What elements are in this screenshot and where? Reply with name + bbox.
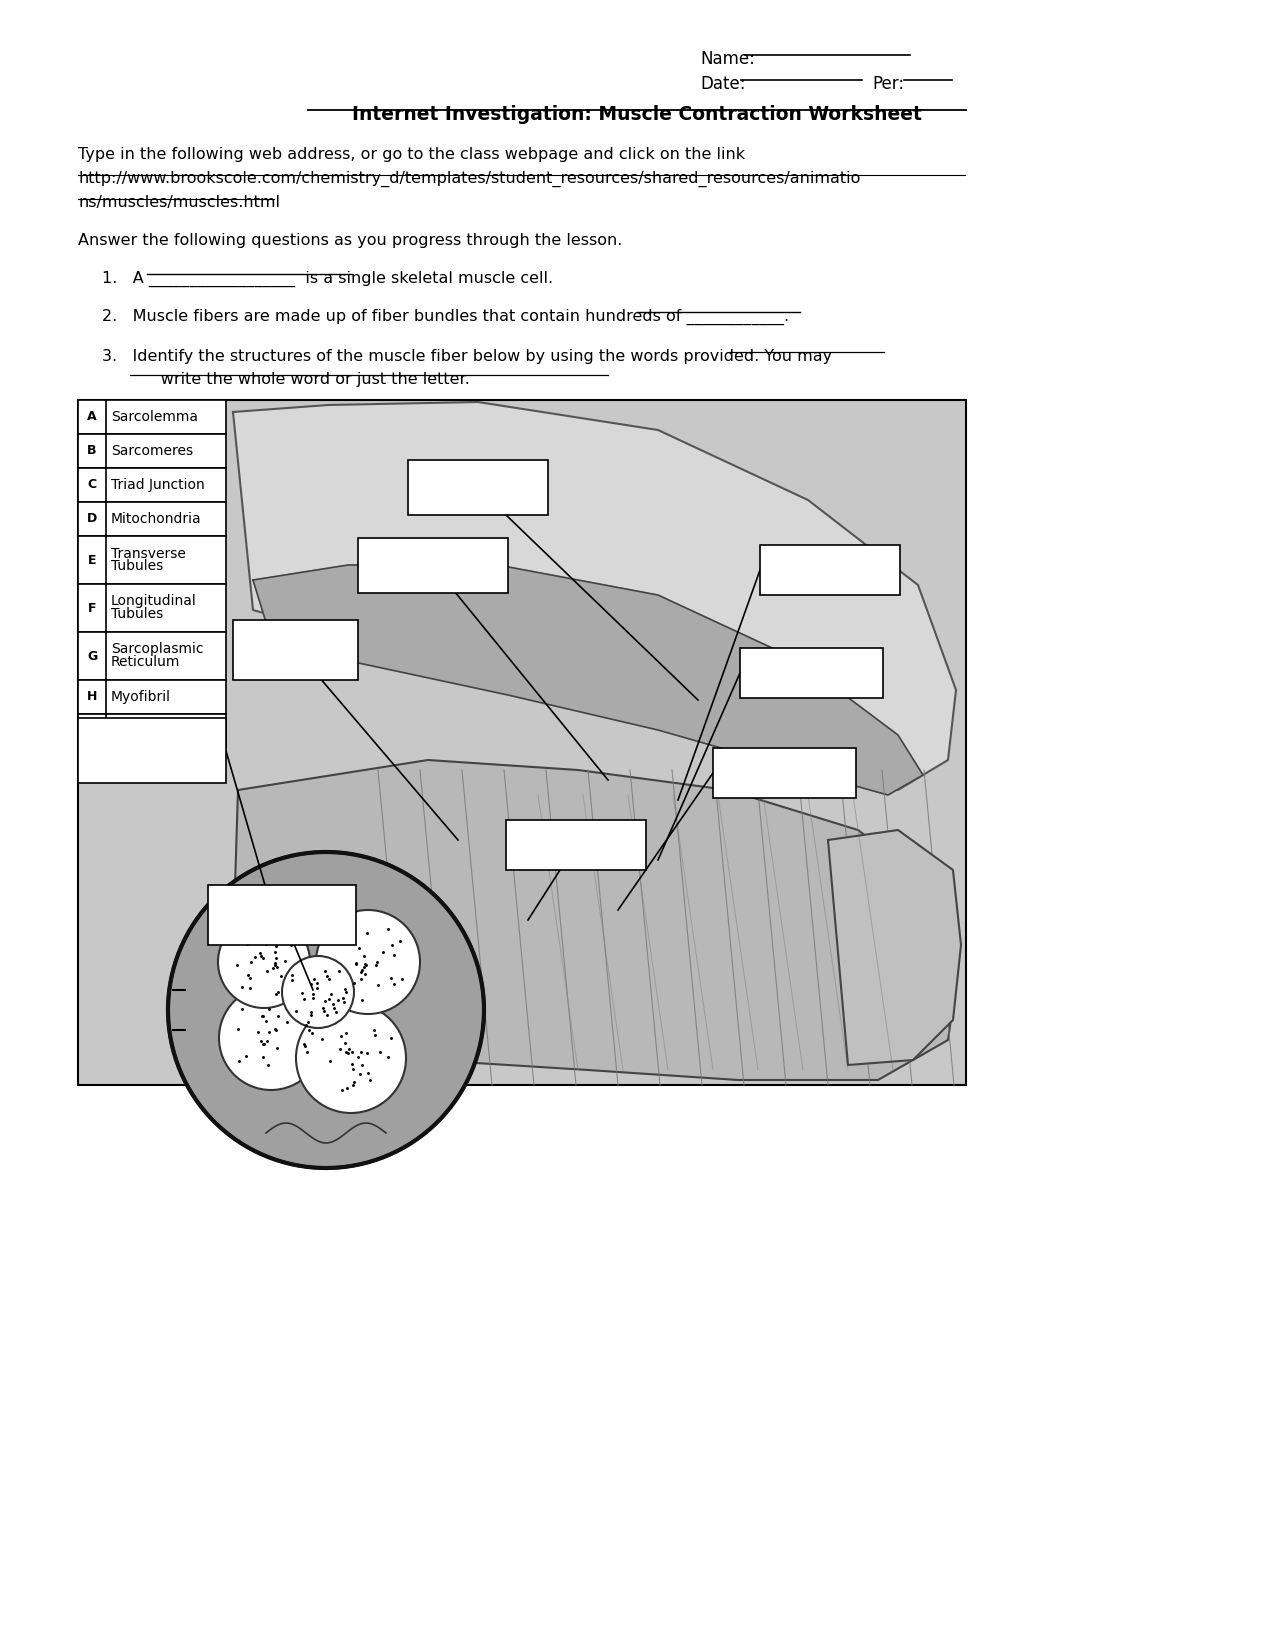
Bar [760,544,900,596]
Bar [78,399,966,1086]
Bar [408,460,548,515]
Text: Mitochondria: Mitochondria [111,512,201,526]
Text: write the whole word or just the letter.: write the whole word or just the letter. [130,371,470,388]
Bar [713,747,856,799]
Circle shape [168,851,484,1168]
Text: Per:: Per: [872,74,904,92]
Text: Longitudinal: Longitudinal [111,594,196,609]
Bar [78,502,226,536]
Polygon shape [252,564,923,795]
Polygon shape [827,830,961,1064]
Text: H: H [87,690,97,703]
Bar [358,538,507,592]
Text: D: D [87,513,97,525]
Bar [740,648,884,698]
Bar [78,718,226,784]
Polygon shape [233,761,958,1081]
Text: Name:: Name: [700,50,755,68]
Bar [78,399,226,434]
Text: Myofibril: Myofibril [111,690,171,705]
Circle shape [282,955,354,1028]
Text: Transverse: Transverse [111,546,186,561]
Text: A: A [87,411,97,424]
Text: Date:: Date: [700,74,746,92]
Circle shape [218,916,310,1008]
Text: 2.   Muscle fibers are made up of fiber bundles that contain hundreds of _______: 2. Muscle fibers are made up of fiber bu… [102,309,789,325]
Text: Type in the following web address, or go to the class webpage and click on the l: Type in the following web address, or go… [78,147,745,162]
Text: G: G [87,650,97,663]
Text: F: F [88,602,96,614]
Text: http://www.brookscole.com/chemistry_d/templates/student_resources/shared_resourc: http://www.brookscole.com/chemistry_d/te… [78,172,861,186]
Bar [233,620,358,680]
Bar [208,884,356,945]
Bar [78,680,226,714]
Text: Tubules: Tubules [111,607,163,622]
Circle shape [219,987,323,1091]
Text: 3.   Identify the structures of the muscle fiber below by using the words provid: 3. Identify the structures of the muscle… [102,350,833,365]
Text: Answer the following questions as you progress through the lesson.: Answer the following questions as you pr… [78,233,622,248]
Text: B: B [87,444,97,457]
Bar [78,632,226,680]
Text: E: E [88,553,96,566]
Text: ns/muscles/muscles.html: ns/muscles/muscles.html [78,195,280,210]
Text: C: C [88,478,97,492]
Text: Sarcolemma: Sarcolemma [111,409,198,424]
Text: Nucleus: Nucleus [111,724,166,738]
Text: Internet Investigation: Muscle Contraction Worksheet: Internet Investigation: Muscle Contracti… [352,106,922,124]
Text: 1.   A __________________  is a single skeletal muscle cell.: 1. A __________________ is a single skel… [102,271,553,287]
Text: Reticulum: Reticulum [111,655,180,670]
Bar [506,820,646,870]
Polygon shape [233,403,956,790]
Text: Sarcomeres: Sarcomeres [111,444,193,459]
Circle shape [316,911,419,1015]
Bar [78,434,226,469]
Bar [78,714,226,747]
Text: I: I [89,724,94,738]
Text: Triad Junction: Triad Junction [111,478,205,492]
Text: Tubules: Tubules [111,559,163,574]
Bar [78,584,226,632]
Bar [78,536,226,584]
Bar [78,469,226,502]
Text: Sarcoplasmic: Sarcoplasmic [111,642,204,657]
Circle shape [296,1003,405,1114]
